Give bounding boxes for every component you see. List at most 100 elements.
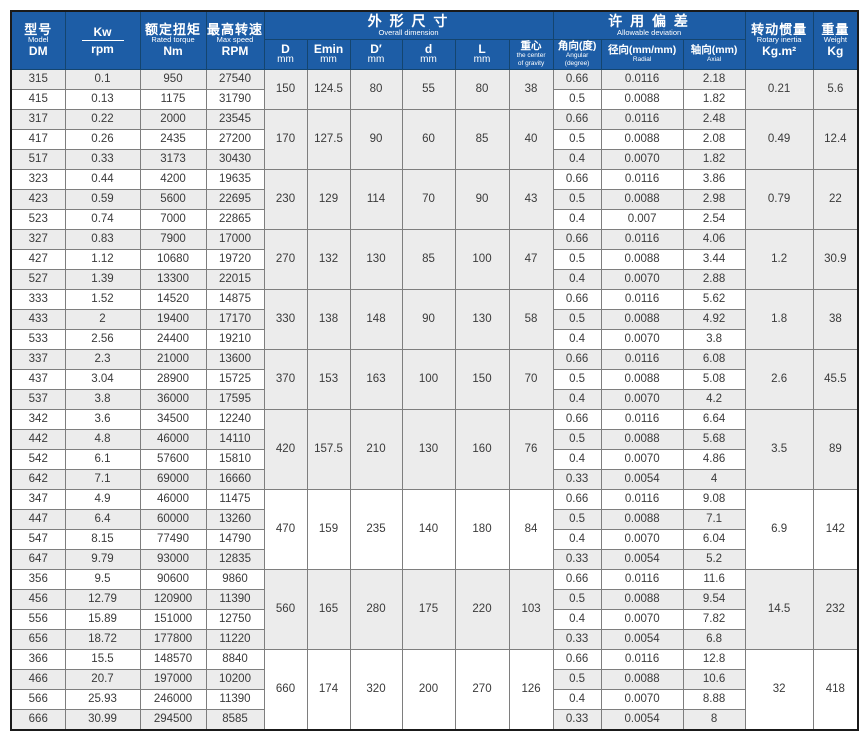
cell-dev-angular: 0.5 <box>552 248 602 270</box>
cell-dim-d: 140 <box>401 488 456 570</box>
cell-dev-angular: 0.66 <box>552 648 602 670</box>
cell-model: 537 <box>10 388 66 410</box>
cell-dim-L: 150 <box>454 348 510 410</box>
cell-rotary-inertia: 3.5 <box>744 408 814 490</box>
cell-dev-radial: 0.0088 <box>600 508 684 530</box>
cell-dev-angular: 0.4 <box>552 608 602 630</box>
cell-dev-radial: 0.0070 <box>600 448 684 470</box>
cell-dim-Dprime: 320 <box>349 648 403 730</box>
cell-dev-angular: 0.4 <box>552 688 602 710</box>
cell-dev-axial: 4.2 <box>682 388 746 410</box>
cell-dev-angular: 0.66 <box>552 228 602 250</box>
cell-dev-radial: 0.0116 <box>600 348 684 370</box>
cell-dev-axial: 4.06 <box>682 228 746 250</box>
cell-model: 317 <box>10 108 66 130</box>
cell-dev-axial: 3.86 <box>682 168 746 190</box>
header-overall-en: Overall dimension <box>378 27 439 37</box>
table-row: 323 0.44 4200 19635 230 129 114 70 90 43 0.66 0.011… <box>10 168 859 230</box>
cell-kw: 0.13 <box>64 88 141 110</box>
cell-model: 415 <box>10 88 66 110</box>
cell-dev-axial: 10.6 <box>682 668 746 690</box>
cell-torque: 177800 <box>139 628 207 650</box>
cell-kw: 0.26 <box>64 128 141 150</box>
header-torque-unit: Nm <box>163 44 183 59</box>
cell-kw: 2.3 <box>64 348 141 370</box>
cell-dev-radial: 0.0116 <box>600 168 684 190</box>
cell-dev-axial: 6.08 <box>682 348 746 370</box>
table-row: 327 0.83 7900 17000 270 132 130 85 100 47 0.66 0.01… <box>10 228 859 290</box>
cell-weight: 22 <box>812 168 859 230</box>
cell-dim-Emin: 165 <box>306 568 351 650</box>
cell-torque: 90600 <box>139 568 207 590</box>
cell-dev-axial: 8.88 <box>682 688 746 710</box>
cell-kw: 0.59 <box>64 188 141 210</box>
cell-dev-axial: 9.08 <box>682 488 746 510</box>
cell-speed: 12835 <box>205 548 265 570</box>
cell-speed: 31790 <box>205 88 265 110</box>
cell-dev-angular: 0.5 <box>552 128 602 150</box>
cell-dev-angular: 0.5 <box>552 588 602 610</box>
cell-dim-D: 420 <box>263 408 308 490</box>
cell-dev-radial: 0.0054 <box>600 628 684 650</box>
cell-model: 456 <box>10 588 66 610</box>
cell-torque: 46000 <box>139 488 207 510</box>
table-row: 356 9.5 90600 9860 560 165 280 175 220 103 0.66 0.0… <box>10 568 859 650</box>
table-row: 447 6.4 60000 13260 0.5 0.0088 7.1 <box>10 508 858 530</box>
cell-kw: 4.9 <box>64 488 141 510</box>
header-deviation-en: Allowable deviation <box>616 27 682 37</box>
cell-model: 556 <box>10 608 66 630</box>
cell-kw: 0.83 <box>64 228 141 250</box>
cell-dim-Emin: 132 <box>306 228 351 290</box>
cell-dev-axial: 2.88 <box>682 268 746 290</box>
table-row: 347 4.9 46000 11475 470 159 235 140 180 84 0.66 0.0… <box>10 488 859 570</box>
header-inertia-en: Rotary inertia <box>756 35 802 45</box>
cell-kw: 15.89 <box>64 608 141 630</box>
header-dim-d: d mm <box>401 38 456 70</box>
cell-dev-radial: 0.0116 <box>600 408 684 430</box>
cell-speed: 27540 <box>205 68 265 90</box>
cell-dev-angular: 0.33 <box>552 708 602 730</box>
table-row: 415 0.13 1175 31790 0.5 0.0088 1.82 <box>10 88 858 110</box>
cell-speed: 13260 <box>205 508 265 530</box>
cell-dim-d: 60 <box>401 108 456 170</box>
cell-model: 347 <box>10 488 66 510</box>
cell-speed: 22695 <box>205 188 265 210</box>
cell-dev-angular: 0.5 <box>552 508 602 530</box>
cell-torque: 21000 <box>139 348 207 370</box>
cell-speed: 22865 <box>205 208 265 230</box>
cell-kw: 6.1 <box>64 448 141 470</box>
cell-speed: 23545 <box>205 108 265 130</box>
table-row: 442 4.8 46000 14110 0.5 0.0088 5.68 <box>10 428 858 450</box>
cell-dev-radial: 0.0088 <box>600 188 684 210</box>
cell-dev-angular: 0.66 <box>552 568 602 590</box>
cell-torque: 950 <box>139 68 207 90</box>
cell-dev-radial: 0.0054 <box>600 708 684 730</box>
cell-dev-angular: 0.5 <box>552 368 602 390</box>
cell-rotary-inertia: 2.6 <box>744 348 814 410</box>
header-kw-rpm: Kw rpm <box>64 10 141 70</box>
cell-dim-d: 55 <box>401 68 456 110</box>
cell-dim-Emin: 157.5 <box>306 408 351 490</box>
cell-model: 447 <box>10 508 66 530</box>
header-angular: 角向(度) Angular (degree) <box>552 38 602 70</box>
cell-dev-radial: 0.0070 <box>600 388 684 410</box>
cell-speed: 15810 <box>205 448 265 470</box>
cell-dev-radial: 0.0070 <box>600 148 684 170</box>
cell-speed: 15725 <box>205 368 265 390</box>
cell-dev-angular: 0.5 <box>552 88 602 110</box>
cell-kw: 2.56 <box>64 328 141 350</box>
cell-speed: 12240 <box>205 408 265 430</box>
cell-dev-angular: 0.66 <box>552 288 602 310</box>
cell-speed: 11475 <box>205 488 265 510</box>
cell-kw: 0.33 <box>64 148 141 170</box>
cell-dev-axial: 7.1 <box>682 508 746 530</box>
cell-model: 356 <box>10 568 66 590</box>
cell-speed: 17595 <box>205 388 265 410</box>
header-weight-zh: 重量 <box>821 21 850 37</box>
table-row: 315 0.1 950 27540 150 124.5 80 55 80 38 0.66 0.0116… <box>10 68 859 110</box>
table-row: 456 12.79 120900 11390 0.5 0.0088 9.54 <box>10 588 858 610</box>
cell-dim-center-of-gravity: 103 <box>508 568 554 650</box>
cell-torque: 294500 <box>139 708 207 730</box>
cell-kw: 8.15 <box>64 528 141 550</box>
